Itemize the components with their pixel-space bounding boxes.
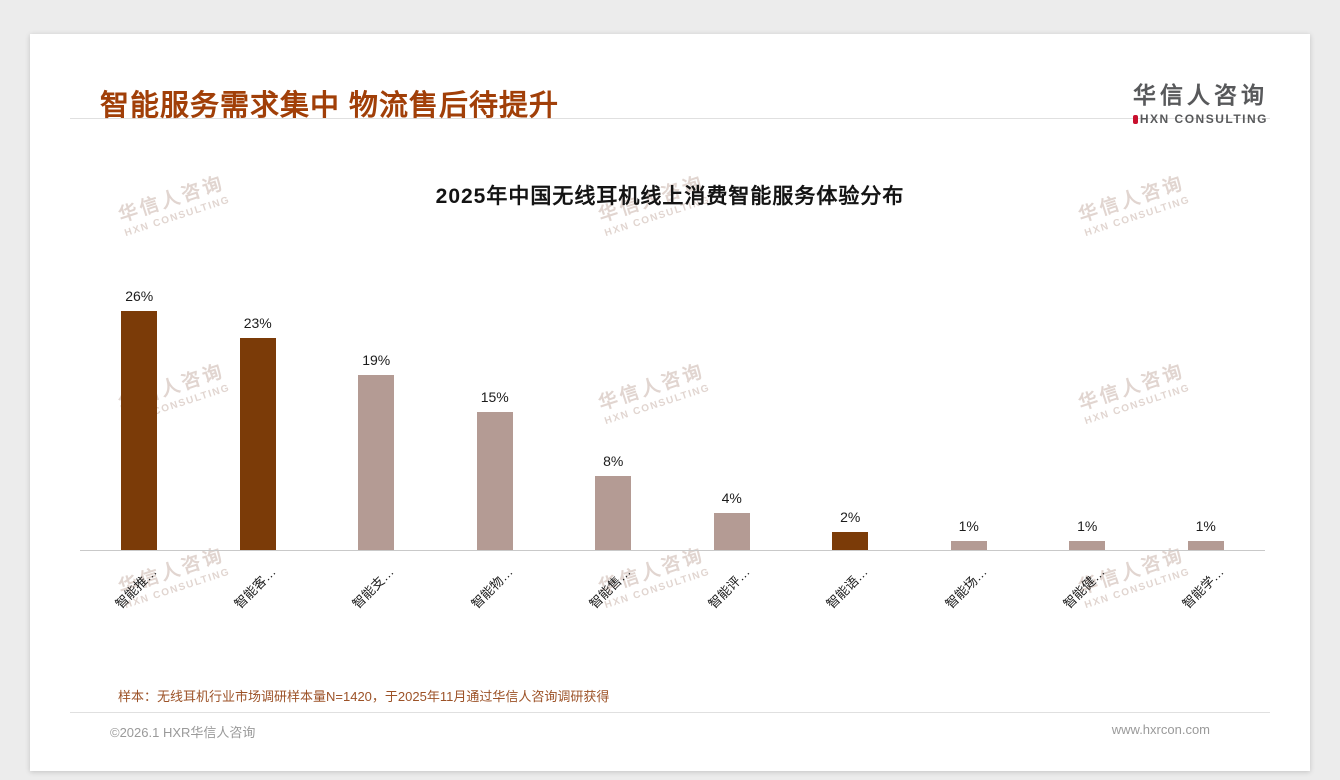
bar-group: 15% 智能物… bbox=[436, 274, 555, 612]
bar-value-label: 2% bbox=[840, 508, 861, 525]
logo-english-text: HXN CONSULTING bbox=[1139, 112, 1268, 126]
bar-group: 4% 智能评… bbox=[673, 274, 792, 611]
chart-title: 2025年中国无线耳机线上消费智能服务体验分布 bbox=[435, 185, 905, 208]
footer-divider bbox=[70, 712, 1270, 713]
bar-group: 26% 智能推… bbox=[80, 274, 199, 612]
bar-group: 1% 智能健… bbox=[1028, 274, 1147, 612]
website-text: www.hxrcon.com bbox=[1111, 722, 1210, 737]
logo-mark-icon bbox=[1132, 114, 1138, 124]
bar bbox=[121, 310, 158, 550]
header: 智能服务需求集中 物流售后待提升 华信人咨询 HXN CONSULTING bbox=[100, 68, 1268, 126]
bar-category-label: 智能售… bbox=[586, 564, 634, 612]
bar bbox=[476, 412, 513, 550]
bar-value-label: 1% bbox=[958, 517, 979, 534]
bar bbox=[239, 338, 276, 550]
bar-category-label: 智能评… bbox=[705, 564, 753, 612]
bar bbox=[595, 476, 632, 550]
bar-value-label: 19% bbox=[362, 352, 391, 369]
sample-note: 样本：无线耳机行业市场调研样本量N=1420，于2025年11月通过华信人咨询调… bbox=[118, 689, 610, 704]
header-divider bbox=[70, 118, 1270, 119]
page-title: 智能服务需求集中 物流售后待提升 bbox=[100, 90, 560, 122]
bar-group: 8% 智能售… bbox=[554, 274, 673, 611]
bar-category-label: 智能语… bbox=[823, 564, 871, 612]
bar-value-label: 26% bbox=[125, 287, 154, 304]
bar-group: 19% 智能支… bbox=[317, 274, 436, 611]
bar bbox=[713, 513, 750, 550]
bar-group: 23% 智能客… bbox=[199, 274, 318, 611]
bar-category-label: 智能支… bbox=[349, 564, 397, 612]
bar-group: 1% 智能学… bbox=[1147, 274, 1266, 612]
bar-category-label: 智能物… bbox=[468, 564, 516, 612]
footer: ©2026.1 HXR华信人咨询 www.hxrcon.com bbox=[110, 722, 1210, 741]
bar-category-label: 智能学… bbox=[1179, 564, 1227, 612]
bar-value-label: 23% bbox=[243, 315, 272, 332]
bar-category-label: 智能场… bbox=[942, 564, 990, 612]
bar bbox=[950, 540, 987, 550]
bar-value-label: 1% bbox=[1077, 517, 1098, 534]
bar-value-label: 4% bbox=[721, 490, 742, 507]
bar-value-label: 15% bbox=[480, 389, 509, 405]
logo-english-name: HXN CONSULTING bbox=[1132, 112, 1268, 126]
bar bbox=[358, 375, 395, 550]
bar-value-label: 1% bbox=[1195, 517, 1216, 534]
logo-chinese-name: 华信人咨询 bbox=[1133, 82, 1268, 108]
bar bbox=[832, 531, 869, 550]
bar bbox=[1069, 540, 1106, 550]
logo: 华信人咨询 HXN CONSULTING bbox=[1132, 68, 1268, 126]
bar-category-label: 智能客… bbox=[231, 564, 279, 612]
bar-category-label: 智能推… bbox=[112, 564, 160, 612]
bar-category-label: 智能健… bbox=[1060, 564, 1108, 612]
copyright-text: ©2026.1 HXR华信人咨询 bbox=[110, 725, 256, 740]
bar-chart: 26% 智能推… 23% 智能客… 19% 智能支… 15% 智能物… 8% 智能售… 4% 智能评…… bbox=[80, 274, 1266, 612]
slide-card: 华信人咨询 HXN CONSULTING 华信人咨询 HXN CONSULTING 华信… bbox=[30, 34, 1310, 771]
bar bbox=[1187, 540, 1224, 550]
bar-value-label: 8% bbox=[603, 453, 624, 470]
bar-group: 2% 智能语… bbox=[791, 274, 910, 612]
bar-group: 1% 智能场… bbox=[910, 274, 1029, 612]
